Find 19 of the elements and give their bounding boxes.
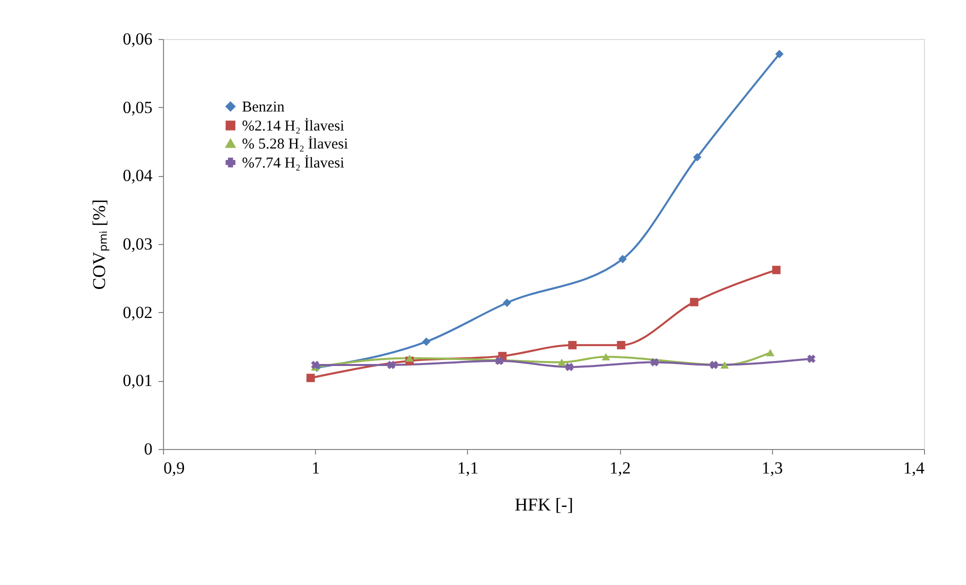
x-axis-title: HFK [-] — [514, 494, 574, 514]
y-tick-label: 0,06 — [122, 30, 152, 48]
y-tick-label: 0,01 — [122, 371, 152, 390]
x-tick-label: 1,4 — [903, 458, 925, 478]
x-tick-label: 1 — [311, 458, 320, 478]
y-tick-label: 0,02 — [122, 302, 152, 322]
x-tick-label: 0,9 — [164, 458, 185, 478]
legend-label: %2.14 H₂ İlavesi — [242, 118, 344, 134]
x-tick-label: 1,1 — [457, 458, 479, 478]
y-tick-label: 0,05 — [122, 98, 152, 117]
y-tick-label: 0,04 — [122, 166, 153, 186]
y-axis-title: COVₚₘᵢ [%] — [88, 199, 110, 290]
legend-label: % 5.28 H₂ İlavesi — [242, 136, 348, 152]
y-tick-label: 0 — [144, 440, 152, 458]
x-tick-label: 1,2 — [609, 458, 631, 478]
x-tick-label: 1,3 — [762, 458, 783, 478]
y-tick-label: 0,03 — [122, 234, 152, 254]
legend-label: %7.74 H₂ İlavesi — [242, 154, 344, 172]
legend-label: Benzin — [242, 100, 285, 116]
